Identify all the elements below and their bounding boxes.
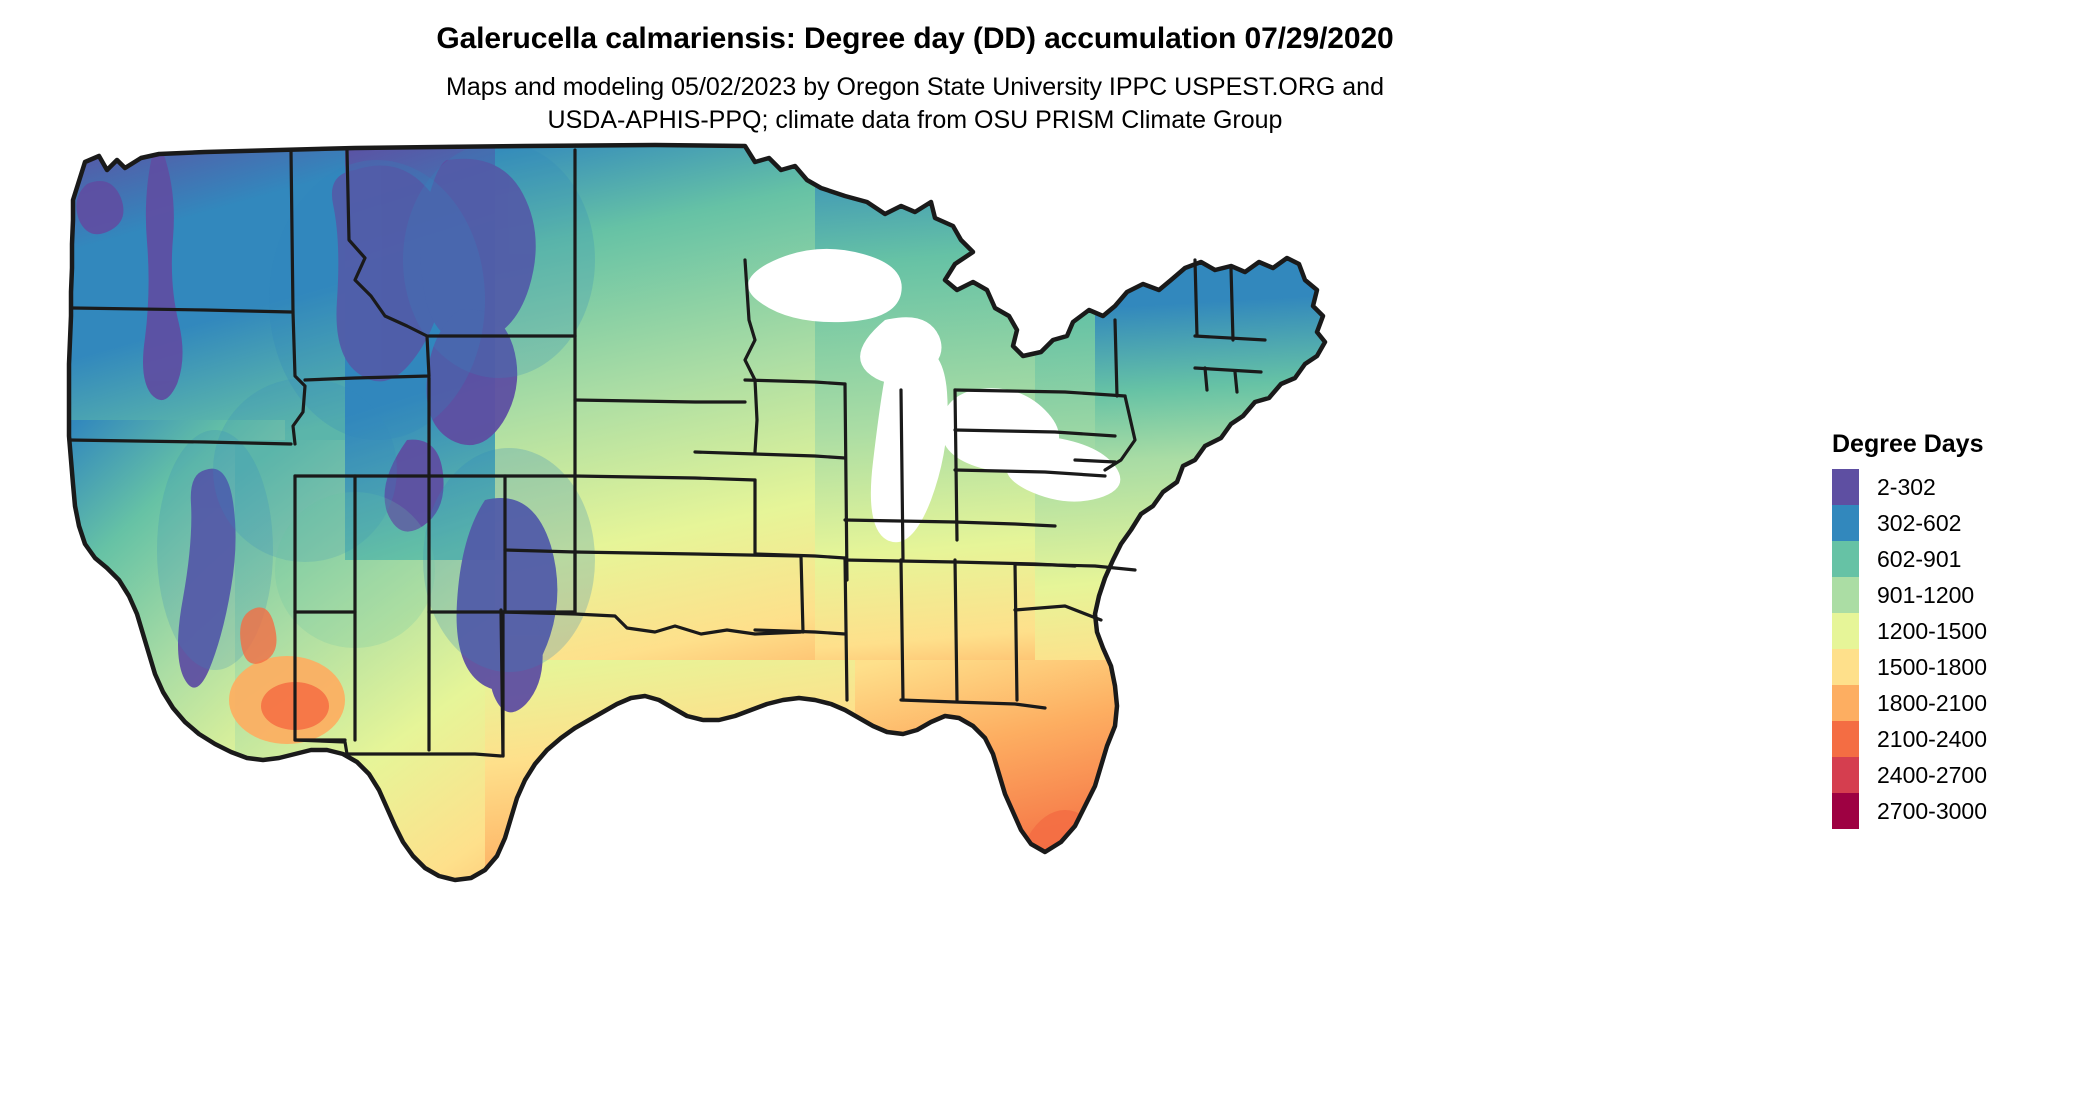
legend-color-swatch xyxy=(1832,505,1859,541)
map-subtitle: Maps and modeling 05/02/2023 by Oregon S… xyxy=(355,71,1475,137)
legend-item: 1500-1800 xyxy=(1832,649,2082,685)
legend-color-swatch xyxy=(1832,793,1859,829)
legend-color-swatch xyxy=(1832,613,1859,649)
map-legend: Degree Days 2-302 302-602 602-901 901-1200 1… xyxy=(1832,432,2082,829)
legend-label: 901-1200 xyxy=(1877,581,1975,608)
subtitle-line-1: Maps and modeling 05/02/2023 by Oregon S… xyxy=(446,73,1384,101)
legend-label: 1200-1500 xyxy=(1877,617,1987,644)
legend-label: 2700-3000 xyxy=(1877,797,1987,824)
legend-color-swatch xyxy=(1832,721,1859,757)
legend-label: 1500-1800 xyxy=(1877,653,1987,680)
us-degree-day-raster xyxy=(66,142,1328,883)
great-lakes xyxy=(748,248,1121,543)
conus-outline xyxy=(66,142,1328,883)
state-boundaries xyxy=(67,148,1267,758)
legend-item: 901-1200 xyxy=(1832,577,2082,613)
legend-label: 1800-2100 xyxy=(1877,689,1987,716)
legend-item: 2700-3000 xyxy=(1832,793,2082,829)
legend-color-swatch xyxy=(1832,649,1859,685)
region-great-plains xyxy=(495,145,855,760)
legend-color-swatch xyxy=(1832,757,1859,793)
legend-item: 1800-2100 xyxy=(1832,685,2082,721)
region-southeast xyxy=(855,660,1175,880)
legend-item: 2-302 xyxy=(1832,469,2082,505)
subtitle-line-2: USDA-APHIS-PPQ; climate data from OSU PR… xyxy=(547,106,1283,134)
map-header: Galerucella calmariensis: Degree day (DD… xyxy=(0,0,1830,137)
legend-color-swatch xyxy=(1832,685,1859,721)
legend-item: 602-901 xyxy=(1832,541,2082,577)
legend-item: 2100-2400 xyxy=(1832,721,2082,757)
legend-item: 2400-2700 xyxy=(1832,757,2082,793)
legend-label: 2400-2700 xyxy=(1877,761,1987,788)
legend-color-swatch xyxy=(1832,469,1859,505)
region-northeast xyxy=(1095,160,1325,460)
legend-label: 2-302 xyxy=(1877,473,1936,500)
legend-item-list: 2-302 302-602 602-901 901-1200 1200-1500 1500… xyxy=(1832,469,2082,829)
legend-label: 2100-2400 xyxy=(1877,725,1987,752)
dd-raster-layer xyxy=(69,145,1325,880)
choropleth-map xyxy=(55,140,1365,1040)
legend-item: 1200-1500 xyxy=(1832,613,2082,649)
legend-label: 602-901 xyxy=(1877,545,1962,572)
legend-title: Degree Days xyxy=(1832,430,1984,458)
legend-item: 302-602 xyxy=(1832,505,2082,541)
legend-color-swatch xyxy=(1832,577,1859,613)
legend-color-swatch xyxy=(1832,541,1859,577)
legend-label: 302-602 xyxy=(1877,509,1962,536)
page-title: Galerucella calmariensis: Degree day (DD… xyxy=(436,22,1394,55)
